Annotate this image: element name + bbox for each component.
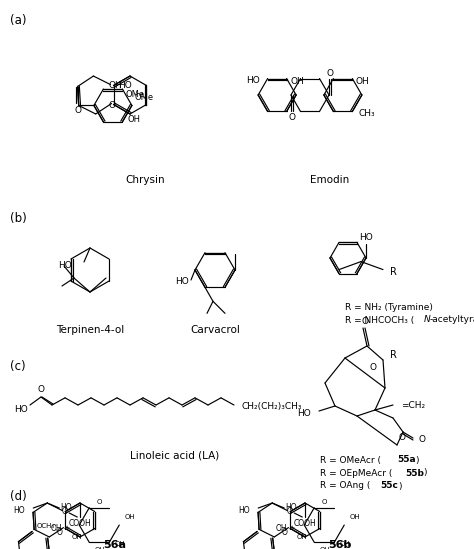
Text: (a): (a) <box>10 14 27 27</box>
Text: (b): (b) <box>10 212 27 225</box>
Text: R = NHCOCH₃ (: R = NHCOCH₃ ( <box>345 316 414 324</box>
Text: R = NH₂ (Tyramine): R = NH₂ (Tyramine) <box>345 304 433 312</box>
Text: ): ) <box>398 481 401 490</box>
Text: OMe: OMe <box>126 89 145 98</box>
Text: ): ) <box>415 456 419 464</box>
Text: OH: OH <box>297 534 308 540</box>
Text: HO: HO <box>359 232 373 242</box>
Text: OH: OH <box>290 76 304 86</box>
Text: R = OAng (: R = OAng ( <box>320 481 370 490</box>
Text: O: O <box>289 113 295 121</box>
Text: N: N <box>424 316 431 324</box>
Text: O: O <box>399 434 406 442</box>
Text: R: R <box>390 350 396 360</box>
Text: CH₃: CH₃ <box>358 109 375 118</box>
Text: O: O <box>56 528 62 537</box>
Text: (c): (c) <box>10 360 26 373</box>
Text: HO: HO <box>297 408 311 417</box>
Text: Chrysin: Chrysin <box>125 175 165 185</box>
Text: 55a: 55a <box>397 456 416 464</box>
Text: CH₂(CH₂)₃CH₃: CH₂(CH₂)₃CH₃ <box>242 402 302 412</box>
Text: (d): (d) <box>10 490 27 503</box>
Text: 56b: 56b <box>328 540 352 549</box>
Text: OH: OH <box>276 524 287 533</box>
Text: HO: HO <box>60 503 72 513</box>
Text: COOH: COOH <box>69 519 91 529</box>
Text: OH: OH <box>339 541 350 547</box>
Text: O: O <box>286 507 292 516</box>
Text: R = OEpMeAcr (: R = OEpMeAcr ( <box>320 468 392 478</box>
Text: OH: OH <box>349 514 360 520</box>
Text: O: O <box>419 434 426 444</box>
Text: HO: HO <box>246 76 260 85</box>
Text: OMe: OMe <box>135 93 154 102</box>
Text: OH: OH <box>72 534 82 540</box>
Text: ): ) <box>423 468 427 478</box>
Text: O: O <box>370 363 376 373</box>
Text: -acetyltyramine): -acetyltyramine) <box>430 316 474 324</box>
Text: 55b: 55b <box>405 468 424 478</box>
Text: O: O <box>74 106 81 115</box>
Text: HO: HO <box>14 405 28 413</box>
Text: OCH₃: OCH₃ <box>37 524 55 529</box>
Text: Emodin: Emodin <box>310 175 350 185</box>
Text: O: O <box>37 385 45 395</box>
Text: O: O <box>61 507 67 516</box>
Text: OH: OH <box>124 514 135 520</box>
Text: OH: OH <box>94 547 105 549</box>
Text: R: R <box>390 267 396 277</box>
Text: HO: HO <box>238 506 250 514</box>
Text: HO: HO <box>14 506 25 514</box>
Text: O: O <box>362 317 368 326</box>
Text: HO: HO <box>58 261 72 271</box>
Text: OH: OH <box>128 115 140 125</box>
Text: +: + <box>65 525 70 530</box>
Text: O: O <box>97 498 102 505</box>
Text: O: O <box>321 498 327 505</box>
Text: O: O <box>327 69 334 77</box>
Text: O: O <box>108 101 115 110</box>
Text: 56a: 56a <box>103 540 127 549</box>
Text: OH: OH <box>319 547 330 549</box>
Text: OH: OH <box>114 541 125 547</box>
Text: Terpinen-4-ol: Terpinen-4-ol <box>56 325 124 335</box>
Text: Carvacrol: Carvacrol <box>190 325 240 335</box>
Text: COOH: COOH <box>293 519 316 529</box>
Text: OH: OH <box>356 76 370 86</box>
Text: HO: HO <box>118 81 131 90</box>
Text: HO: HO <box>175 277 189 287</box>
Text: +: + <box>290 525 295 530</box>
Text: HO: HO <box>285 503 297 513</box>
Text: O: O <box>282 528 287 537</box>
Text: 55c: 55c <box>380 481 398 490</box>
Text: =CH₂: =CH₂ <box>401 401 425 410</box>
Text: Linoleic acid (LA): Linoleic acid (LA) <box>130 450 219 460</box>
Text: OH: OH <box>108 81 122 91</box>
Text: OH: OH <box>51 524 62 533</box>
Text: R = OMeAcr (: R = OMeAcr ( <box>320 456 381 464</box>
